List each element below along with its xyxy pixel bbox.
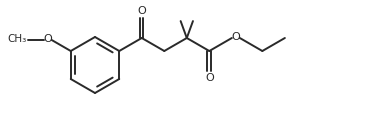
Text: O: O: [43, 34, 52, 44]
Text: O: O: [231, 32, 240, 42]
Text: O: O: [205, 73, 214, 83]
Text: O: O: [137, 6, 146, 16]
Text: CH₃: CH₃: [7, 34, 26, 44]
